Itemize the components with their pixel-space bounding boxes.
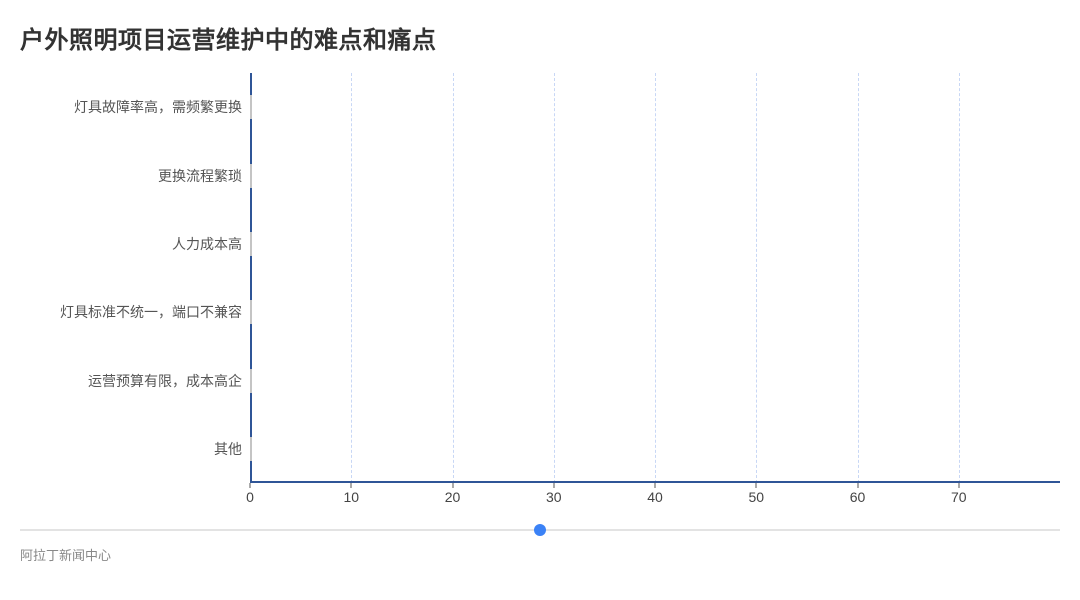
y-axis-label: 灯具故障率高，需频繁更换 [74, 97, 242, 117]
y-axis-label: 人力成本高 [172, 234, 242, 254]
x-tick-label: 0 [246, 489, 254, 505]
y-axis-labels: 灯具故障率高，需频繁更换更换流程繁琐人力成本高灯具标准不统一，端口不兼容运营预算… [20, 73, 242, 483]
gridline [858, 73, 859, 483]
chart-footer: 阿拉丁新闻中心 [20, 545, 1060, 565]
chart-bar [250, 95, 252, 119]
gridline [554, 73, 555, 483]
y-axis-line [250, 73, 252, 483]
chart-bar [250, 300, 252, 324]
x-tick-label: 50 [748, 489, 764, 505]
x-tick-label: 30 [546, 489, 562, 505]
x-tick-label: 70 [951, 489, 967, 505]
gridline [351, 73, 352, 483]
x-tick-label: 10 [343, 489, 359, 505]
x-axis-ticks: 010203040506070 [250, 483, 1060, 511]
chart-bar [250, 164, 252, 188]
plot-region [250, 73, 1060, 483]
gridline [655, 73, 656, 483]
chart-area: 灯具故障率高，需频繁更换更换流程繁琐人力成本高灯具标准不统一，端口不兼容运营预算… [20, 73, 1060, 531]
timeline-slider[interactable] [20, 529, 1060, 531]
y-axis-label: 其他 [214, 439, 242, 459]
gridline [959, 73, 960, 483]
x-tick-label: 40 [647, 489, 663, 505]
gridline [453, 73, 454, 483]
y-axis-label: 灯具标准不统一，端口不兼容 [60, 302, 242, 322]
chart-title: 户外照明项目运营维护中的难点和痛点 [20, 20, 1060, 55]
y-axis-label: 运营预算有限，成本高企 [88, 371, 242, 391]
x-tick-label: 20 [445, 489, 461, 505]
gridline [756, 73, 757, 483]
slider-thumb[interactable] [534, 524, 546, 536]
chart-bar [250, 232, 252, 256]
chart-bar [250, 437, 252, 461]
x-tick-label: 60 [850, 489, 866, 505]
y-axis-label: 更换流程繁琐 [158, 166, 242, 186]
source-text: 阿拉丁新闻中心 [20, 548, 111, 563]
chart-bar [250, 369, 252, 393]
